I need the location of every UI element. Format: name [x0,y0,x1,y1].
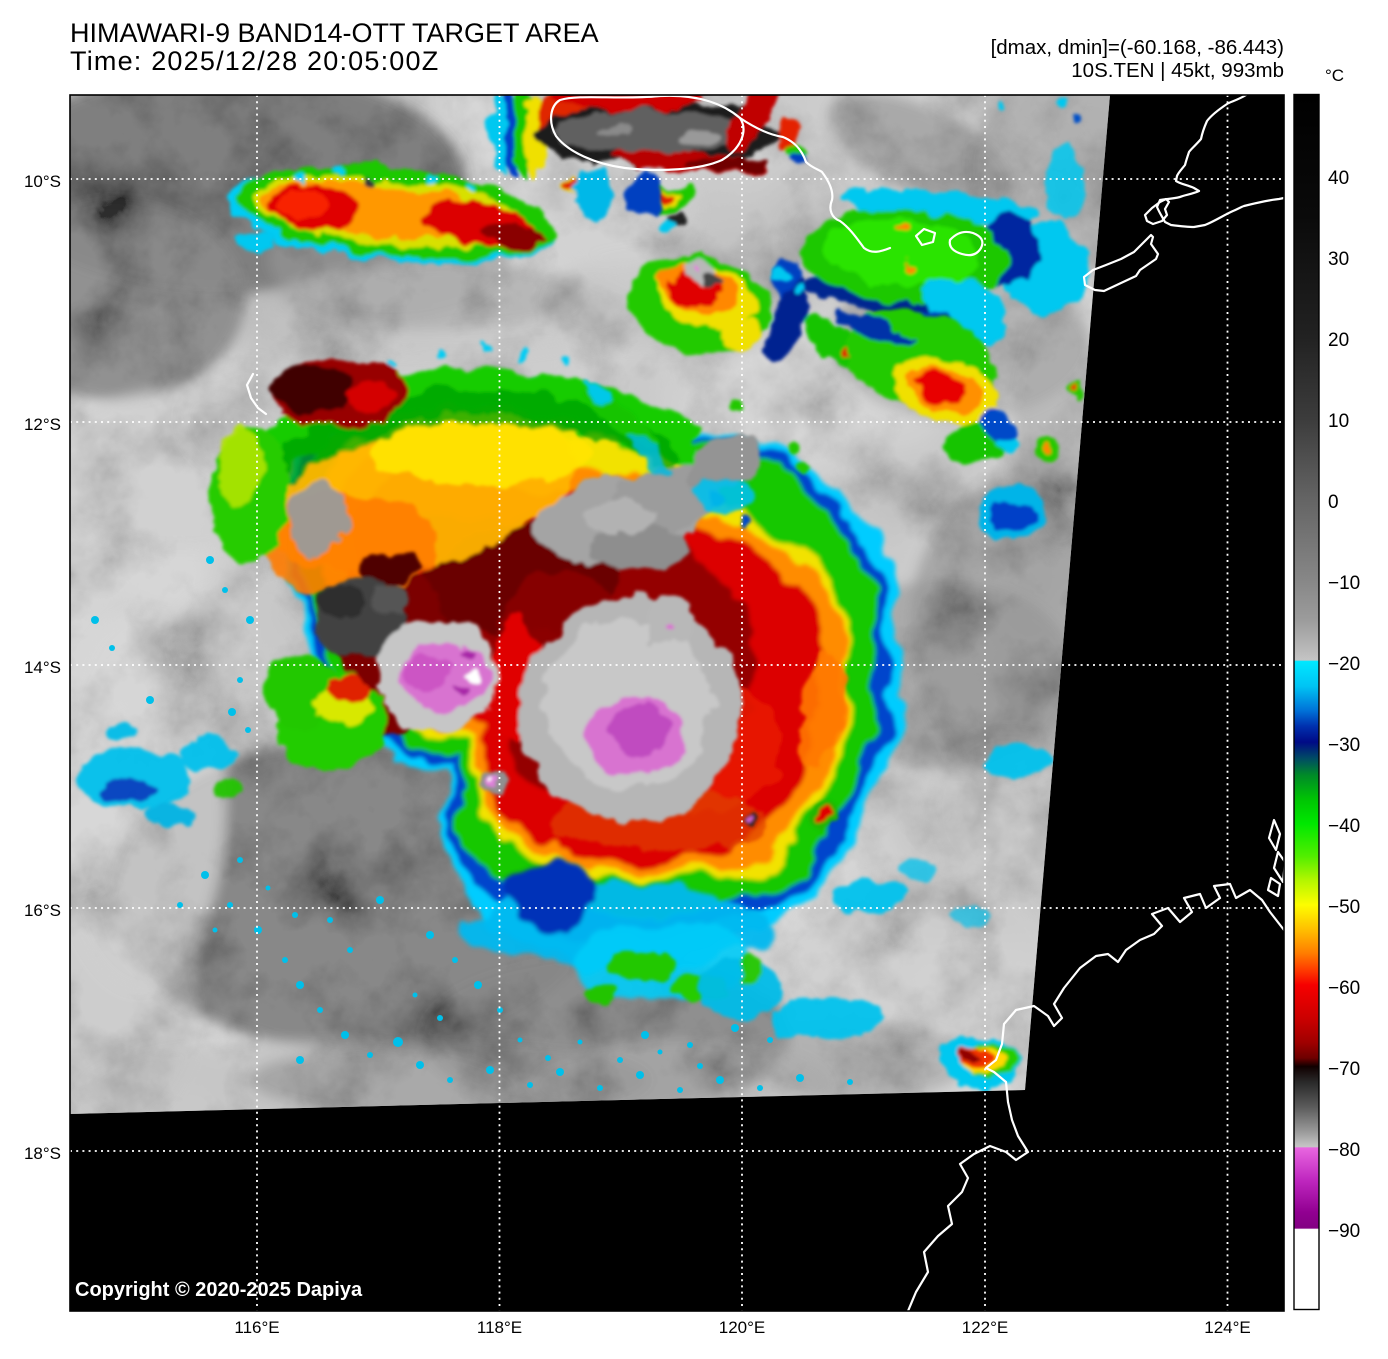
svg-text:18°S: 18°S [24,1144,61,1163]
svg-text:12°S: 12°S [24,415,61,434]
svg-text:−10: −10 [1328,573,1360,594]
svg-text:118°E: 118°E [477,1318,522,1337]
svg-text:20: 20 [1328,330,1349,351]
svg-text:−80: −80 [1328,1140,1360,1161]
svg-text:°C: °C [1325,66,1344,85]
svg-text:−60: −60 [1328,978,1360,999]
svg-text:−40: −40 [1328,816,1360,837]
svg-text:0: 0 [1328,492,1339,513]
svg-text:−70: −70 [1328,1059,1360,1080]
svg-text:14°S: 14°S [24,658,61,677]
svg-text:40: 40 [1328,168,1349,189]
svg-text:[dmax, dmin]=(-60.168, -86.443: [dmax, dmin]=(-60.168, -86.443) [991,36,1284,59]
svg-text:16°S: 16°S [24,901,61,920]
svg-text:116°E: 116°E [234,1318,279,1337]
svg-text:Time: 2025/12/28 20:05:00Z: Time: 2025/12/28 20:05:00Z [70,46,439,76]
svg-text:−30: −30 [1328,735,1360,756]
svg-text:10S.TEN | 45kt, 993mb: 10S.TEN | 45kt, 993mb [1071,59,1284,82]
svg-text:10°S: 10°S [24,172,61,191]
svg-text:120°E: 120°E [719,1318,766,1337]
svg-text:10: 10 [1328,411,1349,432]
svg-text:124°E: 124°E [1204,1318,1251,1337]
svg-text:122°E: 122°E [962,1318,1009,1337]
svg-text:Copyright © 2020-2025 Dapiya: Copyright © 2020-2025 Dapiya [75,1279,363,1301]
svg-text:−20: −20 [1328,654,1360,675]
svg-text:HIMAWARI-9 BAND14-OTT TARGET A: HIMAWARI-9 BAND14-OTT TARGET AREA [70,18,599,48]
svg-text:−50: −50 [1328,897,1360,918]
svg-text:30: 30 [1328,249,1349,270]
svg-text:−90: −90 [1328,1221,1360,1242]
